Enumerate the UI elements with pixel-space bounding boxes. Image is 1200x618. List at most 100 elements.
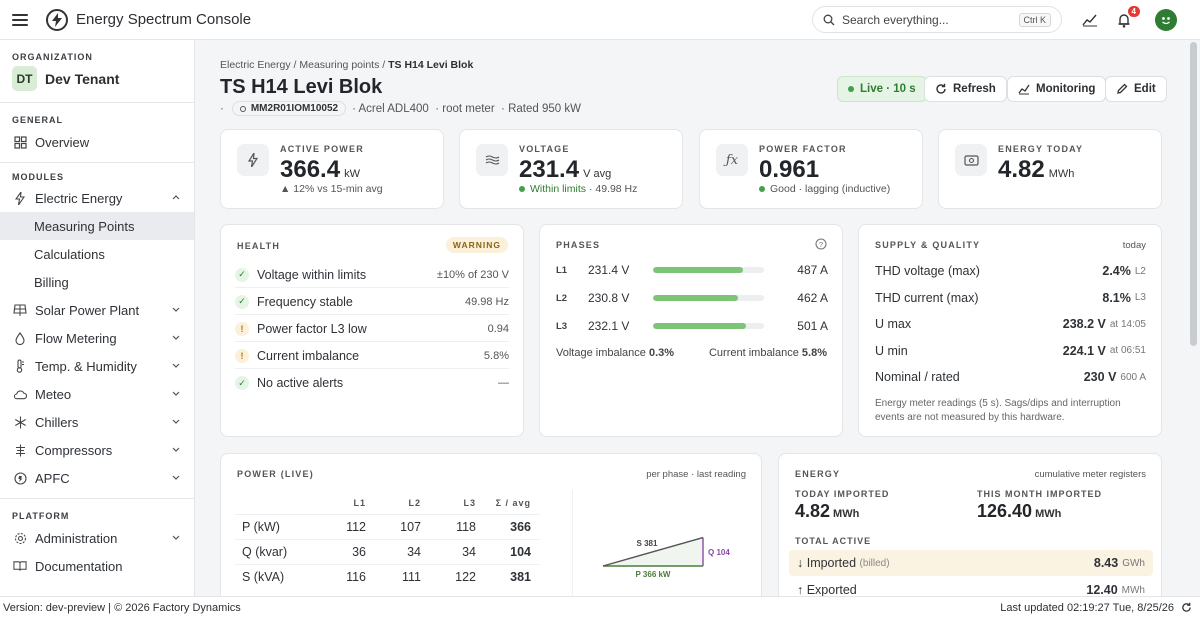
sidebar: ORGANIZATION DT Dev Tenant GENERAL Overv… (0, 40, 195, 596)
health-row: ✓ Voltage within limits ±10% of 230 V (235, 262, 509, 288)
sidebar-item-overview[interactable]: Overview (0, 128, 194, 156)
sidebar-item-billing[interactable]: Billing (34, 274, 69, 290)
phase-load-bar (653, 323, 764, 329)
status-badge: WARNING (445, 237, 508, 253)
footer: Version: dev-preview | © 2026 Factory Dy… (0, 596, 1200, 618)
power-factor-value: 0.961 (759, 156, 820, 183)
search-input[interactable] (842, 12, 1012, 27)
sidebar-item-temp[interactable]: Temp. & Humidity (0, 352, 194, 380)
phase-load-bar (653, 267, 764, 273)
thermometer-icon (13, 359, 27, 373)
q-label: Q 104 (708, 548, 730, 557)
table-row: Q (kvar) 36 34 34 104 (235, 538, 540, 564)
sidebar-item-apfc[interactable]: APFC (0, 464, 194, 492)
quality-value: 2.4% (1102, 264, 1131, 278)
bell-icon[interactable]: 4 (1114, 6, 1140, 30)
breadcrumb-electric-energy[interactable]: Electric Energy (220, 59, 291, 71)
active-power-value: 366.4 kW (280, 156, 360, 183)
quality-unit: at 14:05 (1109, 318, 1146, 330)
health-value: 49.98 Hz (464, 295, 509, 308)
sidebar-item-calculations[interactable]: Calculations (34, 246, 105, 262)
sidebar-item-documentation[interactable]: Documentation (0, 552, 194, 580)
help-icon[interactable]: ? (815, 238, 827, 250)
sidebar-item-label: Overview (35, 134, 90, 150)
org-caption: ORGANIZATION (12, 52, 93, 62)
sidebar-item-meteo[interactable]: Meteo (0, 380, 194, 408)
refresh-icon[interactable] (1181, 602, 1192, 613)
health-label: Frequency stable (257, 294, 353, 309)
power-cell: 112 (320, 513, 375, 539)
sidebar-item-measuring-points[interactable]: Measuring Points (0, 212, 194, 240)
health-label: Voltage within limits (257, 267, 367, 282)
power-col-header: Σ / avg (495, 497, 531, 508)
health-value: 0.94 (487, 322, 509, 335)
scrollbar[interactable] (1190, 42, 1197, 346)
search-shortcut: Ctrl K (1018, 13, 1051, 27)
quality-unit: L2 (1134, 265, 1146, 277)
pencil-icon (1117, 83, 1128, 94)
voltage-status: Within limits · 49.98 Hz (519, 183, 637, 195)
menu-icon[interactable] (12, 13, 28, 26)
logo-icon (46, 8, 68, 31)
gear-icon (13, 531, 27, 545)
sidebar-item-electric-energy[interactable]: Electric Energy (0, 184, 194, 212)
quality-unit: 600 A (1120, 371, 1146, 383)
search-box[interactable]: Ctrl K (812, 6, 1062, 33)
last-updated: Last updated 02:19:27 Tue, 8/25/26 (1000, 601, 1174, 614)
meter-model: · Acrel ADL400 (352, 102, 429, 115)
power-live-card: POWER (LIVE) per phase · last reading L1… (220, 453, 762, 596)
chevron-down-icon (172, 535, 180, 540)
phase-row: L2 230.8 V 462 A (556, 289, 828, 307)
kpi-energy-today: ENERGY TODAY 4.82 MWh (938, 129, 1162, 209)
warning-icon: ! (235, 348, 249, 363)
energy-card: ENERGY cumulative meter registers TODAY … (778, 453, 1162, 596)
sidebar-item-compressors[interactable]: Compressors (0, 436, 194, 464)
kpi-voltage: VOLTAGE 231.4 V avg Within limits · 49.98… (459, 129, 683, 209)
energy-today-value: 4.82 MWh (998, 156, 1075, 183)
s-label: S 381 (637, 539, 658, 548)
hardware-note: Energy meter readings (5 s). Sags/dips a… (875, 398, 1121, 423)
analytics-icon[interactable] (1080, 10, 1100, 30)
chevron-down-icon (172, 335, 180, 340)
table-row: S (kVA) 116 111 122 381 (235, 563, 540, 589)
power-cell: 34 (430, 538, 485, 564)
refresh-button[interactable]: Refresh (924, 76, 1007, 102)
health-label: Current imbalance (257, 348, 360, 363)
power-col-header (235, 492, 320, 514)
phase-voltage: 230.8 V (588, 291, 630, 305)
sidebar-item-label: Temp. & Humidity (35, 358, 137, 374)
quality-label: Nominal / rated (875, 370, 960, 384)
power-cell: 366 (485, 513, 540, 539)
today-imported-value: 4.82 MWh (795, 501, 860, 521)
month-imported-value: 126.40 MWh (977, 501, 1062, 521)
health-row: ✓ Frequency stable 49.98 Hz (235, 289, 509, 315)
chevron-down-icon (172, 475, 180, 480)
sidebar-item-administration[interactable]: Administration (0, 524, 194, 552)
quality-value: 230 V (1083, 370, 1117, 384)
sidebar-item-solar[interactable]: Solar Power Plant (0, 296, 194, 324)
s-vector (602, 536, 704, 567)
quality-unit: L3 (1134, 292, 1146, 303)
live-dot-icon (848, 86, 854, 92)
breadcrumb: Electric Energy / Measuring points / TS … (220, 59, 474, 71)
power-cell: 36 (320, 538, 375, 564)
sidebar-item-label: APFC (35, 470, 70, 486)
grid-icon (13, 135, 27, 149)
imported-row: ↓ Imported (billed) 8.43 GWh (789, 550, 1153, 576)
exported-row: ↑ Exported 12.40 MWh (797, 583, 1145, 596)
power-cell: P (kW) (235, 513, 320, 539)
tenant-switcher[interactable]: DT Dev Tenant (0, 62, 194, 95)
monitoring-button[interactable]: Monitoring (1007, 76, 1107, 102)
search-icon (823, 14, 835, 25)
breadcrumb-measuring-points[interactable]: Measuring points (299, 59, 380, 71)
meter-rated: · Rated 950 kW (501, 102, 581, 115)
sidebar-item-chillers[interactable]: Chillers (0, 408, 194, 436)
edit-button[interactable]: Edit (1105, 76, 1167, 102)
p-label: P 366 kW (636, 570, 671, 579)
phase-row: L3 232.1 V 501 A (556, 317, 828, 335)
avatar[interactable] (1155, 9, 1177, 31)
chip-icon (239, 105, 246, 112)
sidebar-item-flow[interactable]: Flow Metering (0, 324, 194, 352)
main-content: Electric Energy / Measuring points / TS … (196, 40, 1188, 596)
